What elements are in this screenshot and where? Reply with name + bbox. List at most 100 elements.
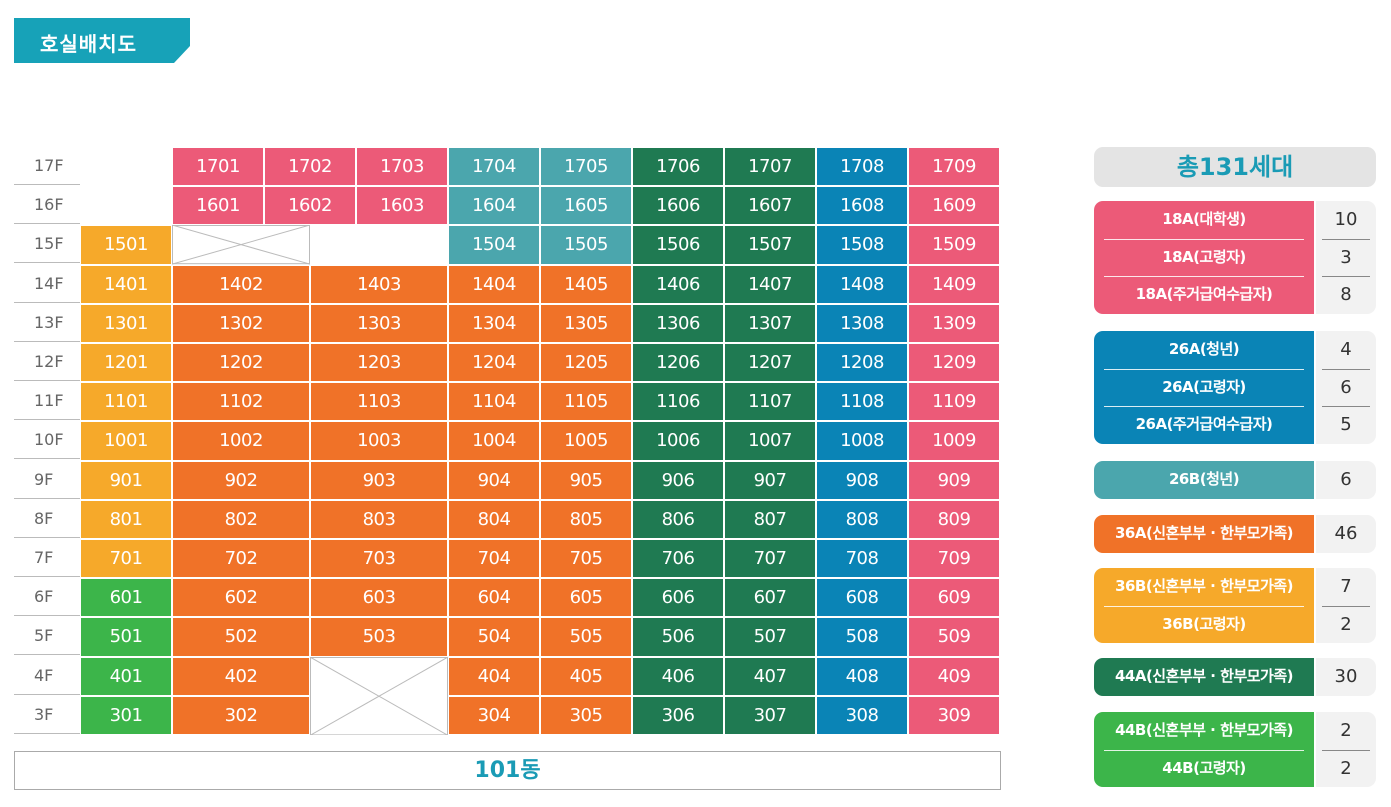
- building-label: 101동: [14, 751, 1001, 790]
- legend-label: 44B(고령자): [1162, 758, 1246, 777]
- legend-count: 46: [1334, 523, 1358, 544]
- unit-cell: 1407: [724, 264, 816, 304]
- unit-cell: 1406: [632, 264, 724, 304]
- unit-cell: 808: [816, 499, 908, 539]
- unit-cell: 1104: [448, 382, 540, 422]
- unit-cell: 1106: [632, 382, 724, 422]
- floor-label: 11F: [14, 382, 80, 421]
- unit-cell: 606: [632, 578, 724, 618]
- unit-cell: 607: [724, 578, 816, 618]
- unit-cell: 1208: [816, 343, 908, 383]
- unit-cell: 1304: [448, 303, 540, 343]
- unit-cell: 1702: [264, 147, 356, 187]
- unit-cell: 1101: [80, 382, 172, 422]
- unit-cell: 1204: [448, 343, 540, 383]
- unit-cell: 704: [448, 539, 540, 579]
- legend-label: 18A(대학생): [1162, 210, 1246, 228]
- unit-cell: 904: [448, 460, 540, 500]
- unit-cell: 901: [80, 460, 172, 500]
- unit-cell: 1707: [724, 147, 816, 187]
- title-tag: 호실배치도: [14, 18, 190, 63]
- legend-label: 36A(신혼부부 · 한부모가족): [1114, 524, 1294, 542]
- legend-label: 44A(신혼부부 · 한부모가족): [1114, 667, 1294, 685]
- unit-cell: 908: [816, 460, 908, 500]
- legend-divider: [1104, 406, 1304, 407]
- unit-cell: 1507: [724, 225, 816, 265]
- unit-cell: 1608: [816, 186, 908, 226]
- legend-count-box: [1316, 658, 1376, 696]
- unit-cell: 307: [724, 695, 816, 735]
- unit-cell: 1306: [632, 303, 724, 343]
- unit-cell: 601: [80, 578, 172, 618]
- legend-count-box: [1316, 201, 1376, 314]
- unit-cell: 701: [80, 539, 172, 579]
- unit-cell: 1209: [908, 343, 1000, 383]
- unit-cell: 1003: [310, 421, 448, 461]
- unit-cell: 605: [540, 578, 632, 618]
- legend-count-divider: [1322, 749, 1370, 751]
- legend-group: [1094, 201, 1314, 314]
- legend-group: [1094, 658, 1314, 696]
- unit-cell: 1501: [80, 225, 172, 265]
- legend-count: 6: [1340, 469, 1352, 490]
- unit-cell: 609: [908, 578, 1000, 618]
- unit-cell: 807: [724, 499, 816, 539]
- unit-cell: 405: [540, 656, 632, 696]
- unit-cell: 407: [724, 656, 816, 696]
- unit-cell: 1002: [172, 421, 310, 461]
- unit-cell: 1508: [816, 225, 908, 265]
- unit-cell: 608: [816, 578, 908, 618]
- unit-cell: 1403: [310, 264, 448, 304]
- legend-divider: [1104, 368, 1304, 370]
- unit-cell: 505: [540, 617, 632, 657]
- unit-cell: 1203: [310, 343, 448, 383]
- unit-cell: 706: [632, 539, 724, 579]
- unit-cell: 1005: [540, 421, 632, 461]
- unit-cell: 305: [540, 695, 632, 735]
- floor-label: 13F: [14, 304, 80, 342]
- floor-label: 5F: [14, 617, 80, 656]
- unit-cell: 1006: [632, 421, 724, 461]
- unit-cell: 1402: [172, 264, 310, 304]
- unit-cell: 1705: [540, 147, 632, 187]
- unit-cell: 1401: [80, 264, 172, 304]
- legend-count: 2: [1340, 720, 1352, 741]
- unit-cell: 804: [448, 499, 540, 539]
- legend-label: 18A(주거급여수급자): [1135, 285, 1273, 303]
- unit-cell: 905: [540, 460, 632, 500]
- legend-count: 2: [1340, 757, 1352, 779]
- unit-cell: 402: [172, 656, 310, 696]
- unit-cell: 401: [80, 656, 172, 696]
- unit-cell: 409: [908, 656, 1000, 696]
- legend-label: 26A(주거급여수급자): [1135, 415, 1273, 433]
- floor-label: 6F: [14, 578, 80, 617]
- unit-cell: 1603: [356, 186, 448, 226]
- unit-cell: 801: [80, 499, 172, 539]
- legend-count-box: [1316, 331, 1376, 444]
- unit-cell: 1206: [632, 343, 724, 383]
- unit-cell: 1405: [540, 264, 632, 304]
- unit-cell: 906: [632, 460, 724, 500]
- unit-cell: 1604: [448, 186, 540, 226]
- unit-cell: 1706: [632, 147, 724, 187]
- unit-cell: 806: [632, 499, 724, 539]
- unit-cell: 1201: [80, 343, 172, 383]
- unit-cell: 1108: [816, 382, 908, 422]
- unit-cell: 1004: [448, 421, 540, 461]
- unit-cell: 802: [172, 499, 310, 539]
- legend-label: 44B(신혼부부 · 한부모가족): [1115, 721, 1293, 739]
- unit-cell: 1102: [172, 382, 310, 422]
- unit-cell: 1607: [724, 186, 816, 226]
- unit-cell: 506: [632, 617, 724, 657]
- unit-cell: 1601: [172, 186, 264, 226]
- legend-count-box: [1316, 515, 1376, 553]
- floor-label: 7F: [14, 539, 80, 577]
- unit-cell: 1701: [172, 147, 264, 187]
- legend-count: 5: [1340, 414, 1352, 435]
- unit-cell: 1205: [540, 343, 632, 383]
- unit-cell: 708: [816, 539, 908, 579]
- floor-label: 9F: [14, 461, 80, 499]
- legend-group: [1094, 515, 1314, 553]
- legend-group: [1094, 461, 1314, 499]
- vacant-cell: [309, 656, 449, 736]
